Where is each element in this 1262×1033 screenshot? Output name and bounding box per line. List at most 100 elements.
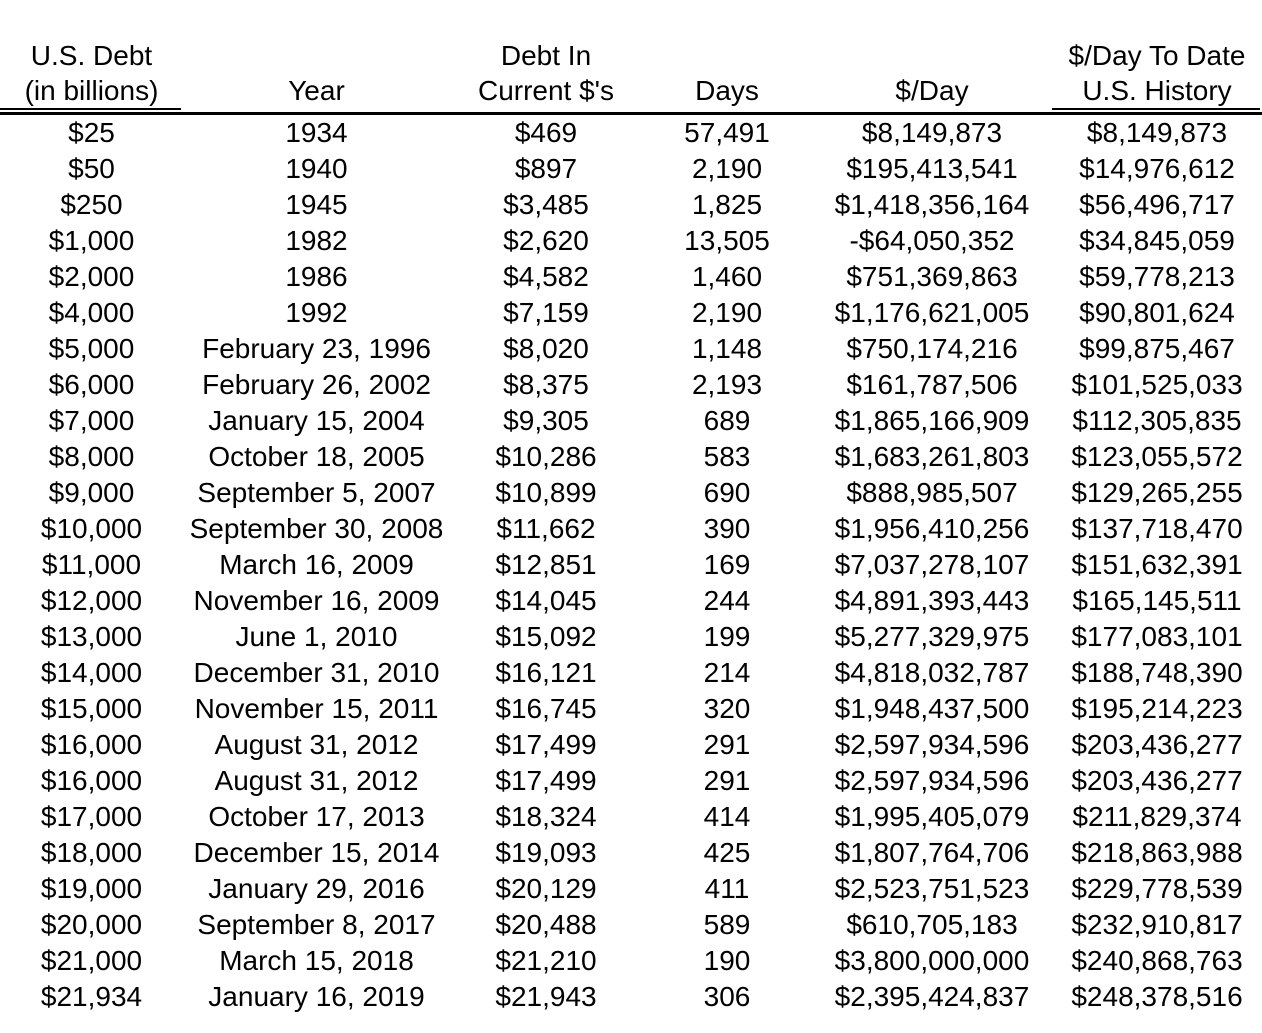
cell-current_dollars: $469 (514, 117, 578, 148)
cell-per_day_to_date: $90,801,624 (1079, 297, 1235, 328)
table-row: $6,000 February 26, 2002 $8,375 2,193 $161,7… (0, 367, 1262, 403)
cell-debt: $50 (68, 153, 115, 184)
cell-per_day: $1,418,356,164 (834, 189, 1030, 220)
cell-current_dollars: $9,305 (503, 405, 589, 436)
table-row: $12,000 November 16, 2009 $14,045 244 $4,891… (0, 583, 1262, 619)
cell-days: 1,460 (691, 261, 763, 292)
cell-current_dollars: $19,093 (495, 837, 597, 868)
cell-year: January 15, 2004 (208, 405, 425, 436)
cell-per_day_to_date: $211,829,374 (1072, 801, 1242, 832)
table-header: U.S. Debt (in billions) Year Debt In Cur… (0, 0, 1262, 115)
cell-per_day_to_date: $151,632,391 (1071, 549, 1243, 580)
cell-year: January 29, 2016 (208, 873, 425, 904)
table-row: $2,000 1986 $4,582 1,460 $751,369,863 $59,778… (0, 259, 1262, 295)
cell-per_day_to_date: $112,305,835 (1072, 405, 1242, 436)
cell-year: November 16, 2009 (193, 585, 440, 616)
cell-per_day: $2,395,424,837 (834, 981, 1030, 1012)
header-line: $/Day (895, 75, 969, 106)
cell-per_day: $610,705,183 (846, 909, 1018, 940)
cell-per_day_to_date: $177,083,101 (1071, 621, 1243, 652)
cell-per_day: -$64,050,352 (849, 225, 1015, 256)
cell-per_day: $1,995,405,079 (834, 801, 1030, 832)
cell-current_dollars: $16,745 (495, 693, 597, 724)
cell-debt: $19,000 (40, 873, 143, 904)
cell-current_dollars: $4,582 (503, 261, 589, 292)
cell-per_day_to_date: $203,436,277 (1071, 729, 1243, 760)
table-row: $18,000 December 15, 2014 $19,093 425 $1,807… (0, 835, 1262, 871)
cell-year: 1945 (285, 189, 348, 220)
cell-year: June 1, 2010 (235, 621, 398, 652)
cell-year: August 31, 2012 (214, 765, 419, 796)
table-row: $19,000 January 29, 2016 $20,129 411 $2,523,… (0, 871, 1262, 907)
cell-debt: $250 (60, 189, 123, 220)
table-row: $4,000 1992 $7,159 2,190 $1,176,621,005 $90,8… (0, 295, 1262, 331)
cell-per_day_to_date: $59,778,213 (1079, 261, 1235, 292)
cell-year: August 31, 2012 (214, 729, 419, 760)
cell-days: 244 (703, 585, 751, 616)
cell-current_dollars: $2,620 (503, 225, 589, 256)
table-row: $9,000 September 5, 2007 $10,899 690 $888,98… (0, 475, 1262, 511)
cell-per_day_to_date: $203,436,277 (1071, 765, 1243, 796)
cell-year: 1986 (285, 261, 348, 292)
table-row: $7,000 January 15, 2004 $9,305 689 $1,865,16… (0, 403, 1262, 439)
cell-per_day: $4,818,032,787 (834, 657, 1030, 688)
cell-days: 13,505 (684, 225, 770, 256)
cell-debt: $5,000 (48, 333, 135, 364)
header-line: Days (695, 75, 759, 106)
column-header-year: Year (183, 73, 450, 108)
cell-per_day_to_date: $123,055,572 (1071, 441, 1243, 472)
cell-current_dollars: $15,092 (495, 621, 597, 652)
cell-year: February 26, 2002 (202, 369, 431, 400)
table-row: $15,000 November 15, 2011 $16,745 320 $1,948… (0, 691, 1262, 727)
column-header-per-day: $/Day (812, 73, 1052, 108)
cell-per_day: $161,787,506 (846, 369, 1018, 400)
cell-current_dollars: $897 (514, 153, 578, 184)
cell-debt: $10,000 (40, 513, 143, 544)
column-header-per-day-to-date: $/Day To Date U.S. History (1052, 38, 1262, 110)
cell-current_dollars: $18,324 (495, 801, 597, 832)
cell-days: 1,148 (691, 333, 763, 364)
cell-current_dollars: $20,129 (495, 873, 597, 904)
cell-debt: $16,000 (40, 765, 143, 796)
cell-per_day_to_date: $101,525,033 (1071, 369, 1243, 400)
cell-current_dollars: $8,375 (503, 369, 589, 400)
cell-current_dollars: $11,662 (496, 513, 596, 544)
cell-year: January 16, 2019 (208, 981, 425, 1012)
cell-current_dollars: $17,499 (495, 729, 597, 760)
cell-per_day: $751,369,863 (846, 261, 1018, 292)
cell-days: 190 (703, 945, 751, 976)
cell-debt: $13,000 (40, 621, 143, 652)
cell-debt: $21,934 (40, 981, 143, 1012)
column-header-days: Days (642, 73, 812, 108)
cell-per_day: $4,891,393,443 (834, 585, 1030, 616)
cell-current_dollars: $10,899 (495, 477, 597, 508)
cell-year: November 15, 2011 (194, 693, 439, 724)
table-row: $5,000 February 23, 1996 $8,020 1,148 $750,1… (0, 331, 1262, 367)
cell-debt: $8,000 (48, 441, 135, 472)
cell-days: 2,193 (691, 369, 763, 400)
cell-days: 169 (703, 549, 751, 580)
cell-per_day: $5,277,329,975 (834, 621, 1030, 652)
cell-days: 1,825 (691, 189, 763, 220)
table-row: $14,000 December 31, 2010 $16,121 214 $4,818… (0, 655, 1262, 691)
cell-year: December 15, 2014 (193, 837, 440, 868)
table-row: $11,000 March 16, 2009 $12,851 169 $7,037,27… (0, 547, 1262, 583)
cell-year: October 18, 2005 (208, 441, 425, 472)
cell-per_day_to_date: $34,845,059 (1079, 225, 1235, 256)
cell-per_day: $2,523,751,523 (834, 873, 1030, 904)
cell-days: 2,190 (691, 297, 763, 328)
cell-current_dollars: $14,045 (495, 585, 597, 616)
cell-year: February 23, 1996 (202, 333, 431, 364)
cell-per_day_to_date: $232,910,817 (1071, 909, 1243, 940)
cell-per_day_to_date: $195,214,223 (1071, 693, 1243, 724)
cell-per_day: $1,176,621,005 (834, 297, 1030, 328)
cell-per_day_to_date: $188,748,390 (1071, 657, 1243, 688)
cell-debt: $16,000 (40, 729, 143, 760)
cell-days: 2,190 (691, 153, 763, 184)
cell-per_day: $1,807,764,706 (834, 837, 1030, 868)
cell-debt: $4,000 (48, 297, 135, 328)
cell-per_day_to_date: $248,378,516 (1071, 981, 1243, 1012)
cell-current_dollars: $3,485 (503, 189, 589, 220)
cell-days: 390 (703, 513, 751, 544)
cell-year: 1940 (285, 153, 348, 184)
